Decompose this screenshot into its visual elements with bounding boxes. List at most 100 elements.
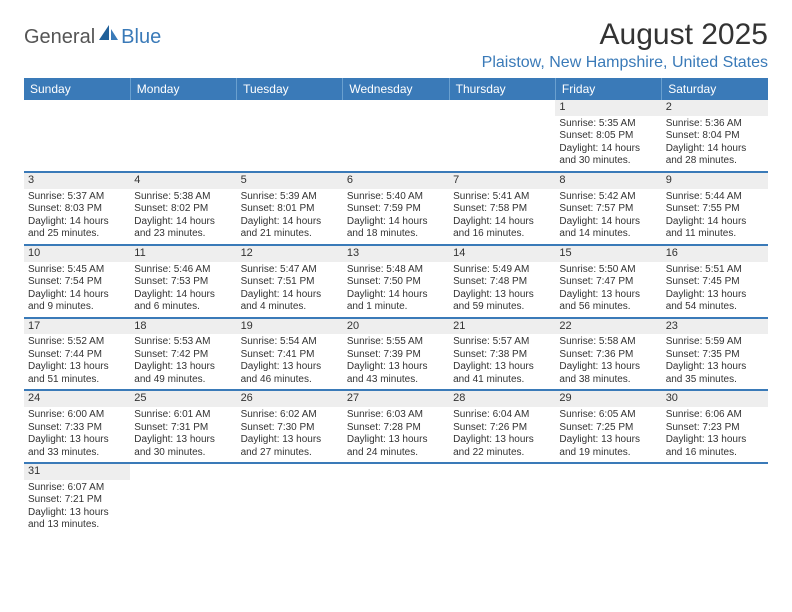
- sunset-text: Sunset: 8:02 PM: [134, 203, 232, 216]
- sunrise-text: Sunrise: 5:59 AM: [666, 336, 764, 349]
- day-number: 29: [555, 391, 661, 407]
- sunset-text: Sunset: 7:23 PM: [666, 422, 764, 435]
- day-body: Sunrise: 5:50 AMSunset: 7:47 PMDaylight:…: [555, 262, 661, 317]
- sunset-text: Sunset: 7:48 PM: [453, 276, 551, 289]
- calendar-cell: [662, 463, 768, 535]
- daylight-text: Daylight: 14 hours and 9 minutes.: [28, 289, 126, 314]
- calendar-row: 31Sunrise: 6:07 AMSunset: 7:21 PMDayligh…: [24, 463, 768, 535]
- day-number: 2: [662, 100, 768, 116]
- day-body: Sunrise: 5:41 AMSunset: 7:58 PMDaylight:…: [449, 189, 555, 244]
- daylight-text: Daylight: 13 hours and 27 minutes.: [241, 434, 339, 459]
- calendar-cell: 28Sunrise: 6:04 AMSunset: 7:26 PMDayligh…: [449, 390, 555, 463]
- day-body: Sunrise: 6:00 AMSunset: 7:33 PMDaylight:…: [24, 407, 130, 462]
- day-number: 22: [555, 319, 661, 335]
- day-number: 8: [555, 173, 661, 189]
- sunrise-text: Sunrise: 5:55 AM: [347, 336, 445, 349]
- sunset-text: Sunset: 8:03 PM: [28, 203, 126, 216]
- calendar-cell: 23Sunrise: 5:59 AMSunset: 7:35 PMDayligh…: [662, 318, 768, 391]
- day-number: 10: [24, 246, 130, 262]
- day-number: 26: [237, 391, 343, 407]
- calendar-row: 17Sunrise: 5:52 AMSunset: 7:44 PMDayligh…: [24, 318, 768, 391]
- day-body: Sunrise: 6:03 AMSunset: 7:28 PMDaylight:…: [343, 407, 449, 462]
- location-text: Plaistow, New Hampshire, United States: [482, 54, 768, 72]
- sunrise-text: Sunrise: 5:40 AM: [347, 191, 445, 204]
- day-body: Sunrise: 6:05 AMSunset: 7:25 PMDaylight:…: [555, 407, 661, 462]
- title-block: August 2025 Plaistow, New Hampshire, Uni…: [482, 18, 768, 72]
- daylight-text: Daylight: 13 hours and 43 minutes.: [347, 361, 445, 386]
- day-header-row: Sunday Monday Tuesday Wednesday Thursday…: [24, 78, 768, 100]
- daylight-text: Daylight: 14 hours and 14 minutes.: [559, 216, 657, 241]
- sunset-text: Sunset: 7:30 PM: [241, 422, 339, 435]
- sunset-text: Sunset: 7:58 PM: [453, 203, 551, 216]
- calendar-cell: [555, 463, 661, 535]
- day-number: 25: [130, 391, 236, 407]
- day-body: Sunrise: 5:42 AMSunset: 7:57 PMDaylight:…: [555, 189, 661, 244]
- calendar-page: General Blue August 2025 Plaistow, New H…: [0, 0, 792, 612]
- sunset-text: Sunset: 7:36 PM: [559, 349, 657, 362]
- calendar-cell: 26Sunrise: 6:02 AMSunset: 7:30 PMDayligh…: [237, 390, 343, 463]
- calendar-cell: 18Sunrise: 5:53 AMSunset: 7:42 PMDayligh…: [130, 318, 236, 391]
- calendar-cell: [343, 100, 449, 172]
- daylight-text: Daylight: 13 hours and 22 minutes.: [453, 434, 551, 459]
- daylight-text: Daylight: 14 hours and 4 minutes.: [241, 289, 339, 314]
- sunset-text: Sunset: 7:59 PM: [347, 203, 445, 216]
- sunrise-text: Sunrise: 5:52 AM: [28, 336, 126, 349]
- calendar-cell: [449, 463, 555, 535]
- day-number: 11: [130, 246, 236, 262]
- calendar-row: 10Sunrise: 5:45 AMSunset: 7:54 PMDayligh…: [24, 245, 768, 318]
- sunrise-text: Sunrise: 5:54 AM: [241, 336, 339, 349]
- day-header: Saturday: [662, 78, 768, 100]
- day-body: Sunrise: 5:57 AMSunset: 7:38 PMDaylight:…: [449, 334, 555, 389]
- day-body: Sunrise: 5:58 AMSunset: 7:36 PMDaylight:…: [555, 334, 661, 389]
- calendar-cell: 10Sunrise: 5:45 AMSunset: 7:54 PMDayligh…: [24, 245, 130, 318]
- daylight-text: Daylight: 13 hours and 30 minutes.: [134, 434, 232, 459]
- calendar-cell: 20Sunrise: 5:55 AMSunset: 7:39 PMDayligh…: [343, 318, 449, 391]
- day-body: Sunrise: 5:44 AMSunset: 7:55 PMDaylight:…: [662, 189, 768, 244]
- calendar-cell: 3Sunrise: 5:37 AMSunset: 8:03 PMDaylight…: [24, 172, 130, 245]
- sunrise-text: Sunrise: 6:07 AM: [28, 482, 126, 495]
- daylight-text: Daylight: 13 hours and 19 minutes.: [559, 434, 657, 459]
- day-number: 28: [449, 391, 555, 407]
- day-body: Sunrise: 5:49 AMSunset: 7:48 PMDaylight:…: [449, 262, 555, 317]
- sunrise-text: Sunrise: 5:46 AM: [134, 264, 232, 277]
- sunset-text: Sunset: 7:39 PM: [347, 349, 445, 362]
- sunset-text: Sunset: 7:25 PM: [559, 422, 657, 435]
- calendar-cell: [237, 100, 343, 172]
- day-body: Sunrise: 5:59 AMSunset: 7:35 PMDaylight:…: [662, 334, 768, 389]
- calendar-row: 1Sunrise: 5:35 AMSunset: 8:05 PMDaylight…: [24, 100, 768, 172]
- day-body: Sunrise: 5:39 AMSunset: 8:01 PMDaylight:…: [237, 189, 343, 244]
- daylight-text: Daylight: 14 hours and 11 minutes.: [666, 216, 764, 241]
- brand-logo: General Blue: [24, 24, 161, 51]
- day-number: 3: [24, 173, 130, 189]
- calendar-cell: 29Sunrise: 6:05 AMSunset: 7:25 PMDayligh…: [555, 390, 661, 463]
- day-body: Sunrise: 5:54 AMSunset: 7:41 PMDaylight:…: [237, 334, 343, 389]
- calendar-cell: 16Sunrise: 5:51 AMSunset: 7:45 PMDayligh…: [662, 245, 768, 318]
- sunset-text: Sunset: 7:28 PM: [347, 422, 445, 435]
- sunrise-text: Sunrise: 5:44 AM: [666, 191, 764, 204]
- daylight-text: Daylight: 14 hours and 30 minutes.: [559, 143, 657, 168]
- calendar-cell: [449, 100, 555, 172]
- calendar-cell: 12Sunrise: 5:47 AMSunset: 7:51 PMDayligh…: [237, 245, 343, 318]
- daylight-text: Daylight: 14 hours and 28 minutes.: [666, 143, 764, 168]
- day-number: 24: [24, 391, 130, 407]
- sunrise-text: Sunrise: 5:38 AM: [134, 191, 232, 204]
- day-header: Monday: [130, 78, 236, 100]
- daylight-text: Daylight: 13 hours and 54 minutes.: [666, 289, 764, 314]
- daylight-text: Daylight: 14 hours and 23 minutes.: [134, 216, 232, 241]
- day-number: 21: [449, 319, 555, 335]
- day-number: 13: [343, 246, 449, 262]
- calendar-cell: 17Sunrise: 5:52 AMSunset: 7:44 PMDayligh…: [24, 318, 130, 391]
- calendar-cell: 2Sunrise: 5:36 AMSunset: 8:04 PMDaylight…: [662, 100, 768, 172]
- calendar-cell: 4 Sunrise: 5:38 AMSunset: 8:02 PMDaylight…: [130, 172, 236, 245]
- day-body: Sunrise: 5:46 AMSunset: 7:53 PMDaylight:…: [130, 262, 236, 317]
- day-number: 17: [24, 319, 130, 335]
- brand-text-1: General: [24, 26, 95, 49]
- day-number: 30: [662, 391, 768, 407]
- sunset-text: Sunset: 7:54 PM: [28, 276, 126, 289]
- calendar-row: 24Sunrise: 6:00 AMSunset: 7:33 PMDayligh…: [24, 390, 768, 463]
- sunset-text: Sunset: 8:04 PM: [666, 130, 764, 143]
- calendar-cell: [237, 463, 343, 535]
- sunrise-text: Sunrise: 6:01 AM: [134, 409, 232, 422]
- day-number: 6: [343, 173, 449, 189]
- day-number: 4: [130, 173, 236, 189]
